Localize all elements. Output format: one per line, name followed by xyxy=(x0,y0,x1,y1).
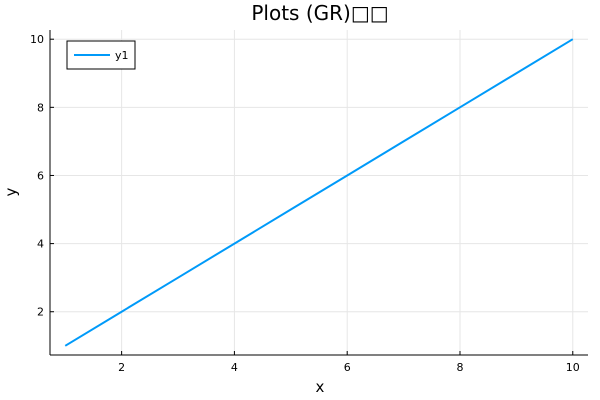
x-tick-label: 6 xyxy=(344,361,351,374)
y-axis-label: y xyxy=(2,187,20,196)
legend-label-y1: y1 xyxy=(115,49,129,62)
y-tick-label: 2 xyxy=(37,306,44,319)
x-tick-label: 8 xyxy=(456,361,463,374)
legend: y1 xyxy=(66,40,136,70)
x-tick-label: 2 xyxy=(118,361,125,374)
grid xyxy=(50,30,588,355)
x-tick-label: 10 xyxy=(566,361,580,374)
y-tick-label: 10 xyxy=(30,33,44,46)
y-tick-label: 4 xyxy=(37,238,44,251)
y-tick-label: 6 xyxy=(37,169,44,182)
x-ticks: 2 4 6 8 10 xyxy=(118,351,580,374)
x-axis-label: x xyxy=(316,378,325,396)
axes xyxy=(49,30,588,356)
x-tick-label: 4 xyxy=(231,361,238,374)
chart-title: Plots (GR)□□ xyxy=(251,1,388,25)
y-tick-label: 8 xyxy=(37,101,44,114)
y-ticks: 2 4 6 8 10 xyxy=(30,33,54,319)
series xyxy=(64,38,574,347)
series-line-y1 xyxy=(64,38,574,347)
